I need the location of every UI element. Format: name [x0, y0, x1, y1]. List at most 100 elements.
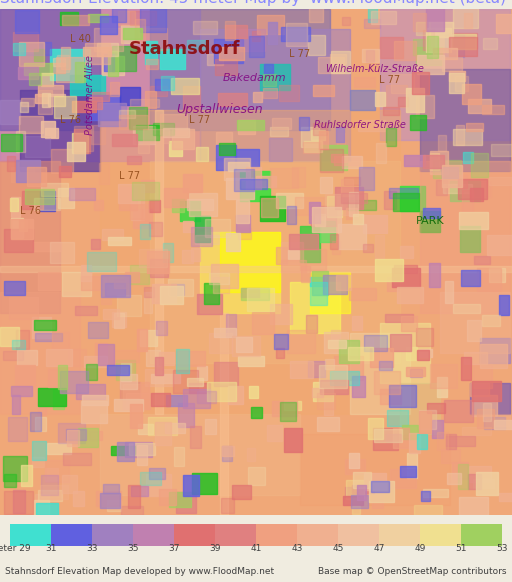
Bar [46, 349, 72, 366]
Bar [385, 314, 413, 322]
Bar [462, 181, 491, 197]
Bar [98, 344, 114, 365]
Bar [362, 49, 379, 62]
Bar [16, 370, 34, 385]
Bar [286, 23, 307, 46]
Bar [35, 494, 49, 503]
Bar [427, 403, 445, 413]
Bar [499, 295, 509, 314]
Bar [420, 161, 510, 313]
Bar [430, 152, 439, 170]
Bar [34, 198, 60, 210]
Bar [352, 377, 365, 396]
Bar [453, 129, 482, 146]
Bar [268, 22, 277, 44]
Bar [19, 116, 43, 133]
Bar [270, 127, 288, 136]
FancyBboxPatch shape [174, 524, 215, 546]
Bar [494, 420, 512, 429]
Bar [239, 29, 265, 51]
Bar [0, 100, 20, 124]
Bar [15, 365, 35, 385]
Bar [38, 272, 60, 290]
Bar [24, 63, 52, 74]
Bar [270, 304, 292, 324]
Bar [133, 126, 155, 144]
Bar [433, 48, 457, 59]
Bar [393, 193, 419, 211]
Bar [45, 128, 58, 139]
Bar [38, 403, 46, 415]
Text: Base map © OpenStreetMap contributors: Base map © OpenStreetMap contributors [318, 567, 507, 576]
Bar [191, 248, 200, 261]
Bar [464, 352, 487, 364]
Bar [99, 162, 109, 184]
Bar [441, 449, 460, 463]
Bar [40, 191, 55, 211]
FancyBboxPatch shape [256, 524, 297, 546]
Bar [161, 76, 174, 90]
Bar [22, 191, 43, 210]
Bar [323, 275, 347, 294]
Bar [215, 59, 237, 74]
Bar [281, 27, 310, 41]
FancyBboxPatch shape [297, 524, 338, 546]
Bar [101, 295, 111, 304]
Bar [430, 364, 457, 389]
Bar [16, 132, 25, 151]
Bar [352, 506, 360, 514]
Bar [35, 417, 46, 431]
Bar [400, 466, 416, 477]
Bar [386, 84, 407, 107]
Text: 51: 51 [455, 544, 466, 553]
Bar [143, 129, 169, 143]
Bar [359, 166, 374, 190]
Text: 31: 31 [46, 544, 57, 553]
Bar [224, 158, 250, 180]
Bar [11, 219, 33, 239]
Bar [358, 120, 385, 132]
Bar [304, 141, 322, 151]
Bar [207, 54, 223, 65]
Bar [336, 275, 351, 290]
Bar [438, 136, 446, 151]
Bar [92, 92, 109, 101]
Bar [105, 283, 125, 296]
Bar [193, 21, 217, 34]
Bar [476, 471, 498, 495]
Bar [34, 49, 44, 61]
Bar [112, 46, 136, 70]
Bar [341, 193, 367, 203]
Bar [336, 127, 344, 143]
Bar [95, 343, 107, 362]
Bar [138, 424, 153, 434]
Bar [342, 17, 350, 25]
Bar [58, 365, 67, 389]
Bar [270, 168, 298, 188]
Bar [155, 110, 163, 414]
Bar [299, 117, 309, 130]
Bar [1, 134, 22, 151]
Bar [350, 90, 375, 110]
Bar [4, 491, 33, 514]
Bar [375, 92, 385, 106]
Bar [423, 208, 440, 218]
Bar [110, 350, 139, 362]
Bar [111, 446, 135, 455]
Bar [145, 91, 156, 108]
Bar [445, 34, 464, 58]
Bar [225, 25, 247, 38]
Bar [345, 487, 359, 497]
Bar [449, 70, 465, 81]
Bar [91, 125, 105, 144]
Bar [216, 146, 236, 170]
Bar [491, 144, 512, 155]
Bar [139, 249, 167, 267]
Bar [150, 9, 330, 130]
Bar [130, 10, 156, 25]
Bar [312, 389, 323, 396]
Bar [120, 382, 140, 399]
Bar [228, 386, 243, 404]
Bar [38, 389, 66, 406]
Bar [33, 242, 61, 251]
